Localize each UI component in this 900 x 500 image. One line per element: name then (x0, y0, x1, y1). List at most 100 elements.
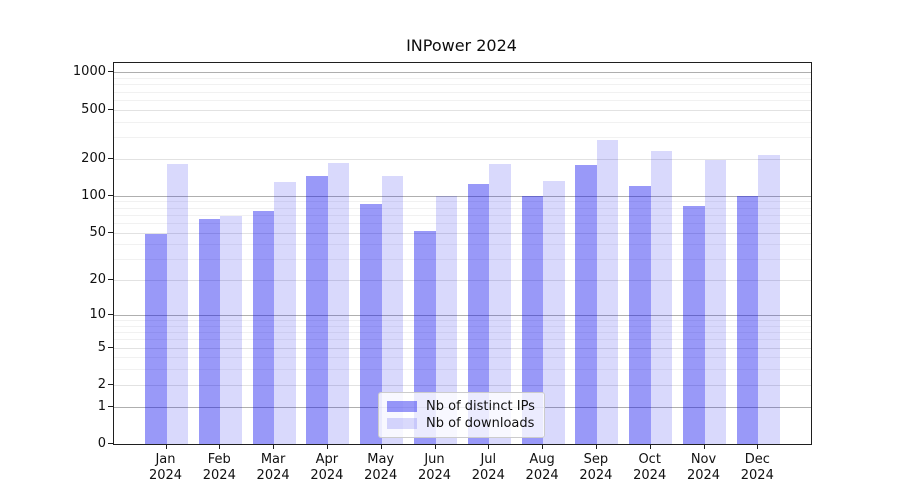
gridline-minor-80 (114, 207, 811, 209)
legend-label-distinct-ips: Nb of distinct IPs (426, 399, 535, 414)
x-tick-label-aug: Aug 2024 (525, 452, 559, 483)
gridline-10 (114, 315, 811, 316)
bar-distinct-ips-jun (414, 231, 436, 444)
x-tick-label-jul: Jul 2024 (471, 452, 505, 483)
x-tick-label-dec: Dec 2024 (740, 452, 774, 483)
x-tick-label-feb: Feb 2024 (202, 452, 236, 483)
y-tick-label-5: 5 (97, 339, 106, 355)
gridline-100 (114, 195, 811, 197)
bar-distinct-ips-nov (683, 206, 705, 444)
gridline-minor-600 (114, 99, 811, 101)
x-tick-label-nov: Nov 2024 (686, 452, 721, 483)
legend-swatch-distinct-ips (387, 401, 417, 412)
gridline-minor-400 (114, 121, 811, 123)
x-tick-mark-jun (434, 444, 436, 449)
gridline-200 (114, 158, 811, 160)
legend-item-downloads: Nb of downloads (387, 415, 535, 432)
bar-distinct-ips-may (360, 203, 382, 444)
gridline-minor-7 (114, 332, 811, 334)
legend-item-distinct-ips: Nb of distinct IPs (387, 398, 535, 415)
y-tick-mark-20 (108, 279, 113, 281)
gridline-minor-90 (114, 201, 811, 203)
y-tick-mark-200 (108, 157, 113, 159)
bar-downloads-nov (704, 159, 726, 444)
bar-distinct-ips-apr (306, 175, 328, 444)
x-tick-mark-may (380, 444, 382, 449)
gridline-500 (114, 109, 811, 111)
gridline-5 (114, 347, 811, 349)
x-tick-label-mar: Mar 2024 (256, 452, 290, 483)
x-tick-mark-mar (273, 444, 275, 449)
gridline-minor-900 (114, 78, 811, 79)
y-tick-mark-0 (108, 443, 113, 444)
x-tick-label-oct: Oct 2024 (633, 452, 667, 483)
x-tick-label-sep: Sep 2024 (579, 452, 613, 483)
bar-downloads-feb (220, 216, 242, 444)
gridline-minor-4 (114, 357, 811, 359)
x-tick-mark-nov (703, 444, 705, 449)
x-tick-label-may: May 2024 (364, 452, 398, 483)
y-tick-mark-100 (108, 194, 113, 196)
gridline-minor-700 (114, 91, 811, 93)
y-tick-label-10: 10 (89, 307, 106, 322)
x-tick-mark-oct (649, 444, 651, 449)
bar-distinct-ips-dec (736, 196, 759, 444)
gridline-minor-8 (114, 325, 811, 327)
gridline-minor-30 (114, 259, 811, 261)
y-tick-mark-500 (108, 108, 113, 110)
y-tick-label-100: 100 (81, 187, 106, 203)
bar-downloads-apr (327, 162, 350, 444)
gridline-minor-300 (114, 137, 811, 138)
gridline-50 (114, 232, 811, 234)
gridline-minor-70 (114, 214, 811, 216)
y-tick-label-2: 2 (97, 376, 106, 392)
bar-downloads-aug (543, 181, 565, 444)
y-tick-label-20: 20 (89, 272, 106, 288)
gridline-minor-3 (114, 369, 811, 371)
gridline-minor-40 (114, 244, 811, 246)
legend: Nb of distinct IPs Nb of downloads (378, 392, 545, 438)
y-tick-label-200: 200 (81, 150, 106, 166)
bar-distinct-ips-jan (145, 233, 167, 444)
x-tick-label-jan: Jan 2024 (148, 452, 183, 483)
bar-downloads-may (381, 176, 404, 444)
x-tick-mark-dec (757, 444, 759, 449)
bar-distinct-ips-jul (467, 183, 490, 444)
bar-downloads-jul (489, 164, 511, 444)
bar-distinct-ips-aug (521, 196, 544, 444)
plot-area (113, 62, 812, 445)
legend-label-downloads: Nb of downloads (426, 416, 535, 431)
x-tick-mark-sep (595, 444, 597, 449)
x-tick-label-jun: Jun 2024 (417, 452, 452, 483)
bar-downloads-jun (435, 195, 457, 444)
y-tick-label-0: 0 (97, 436, 106, 451)
bar-downloads-dec (758, 154, 780, 444)
y-tick-label-1: 1 (97, 398, 106, 414)
y-tick-label-50: 50 (89, 224, 106, 240)
y-tick-mark-2 (108, 383, 113, 385)
y-tick-mark-50 (108, 231, 113, 233)
y-tick-label-500: 500 (81, 101, 106, 117)
bar-downloads-jan (166, 163, 188, 444)
gridline-minor-9 (114, 320, 811, 322)
bar-distinct-ips-oct (629, 185, 651, 444)
gridline-20 (114, 280, 811, 282)
bar-downloads-sep (596, 140, 619, 444)
gridline-2 (114, 384, 811, 386)
x-tick-mark-feb (219, 444, 221, 449)
bar-downloads-oct (650, 150, 673, 444)
x-tick-label-apr: Apr 2024 (310, 452, 344, 483)
bar-distinct-ips-mar (252, 211, 275, 444)
gridline-1000 (114, 72, 811, 74)
y-tick-mark-1 (108, 405, 113, 407)
bar-downloads-mar (274, 181, 296, 444)
gridline-minor-800 (114, 84, 811, 86)
legend-swatch-downloads (387, 418, 417, 429)
gridline-minor-60 (114, 222, 811, 224)
y-tick-label-1000: 1000 (72, 64, 106, 80)
x-tick-mark-jan (165, 444, 167, 449)
chart-title: INPower 2024 (406, 36, 517, 55)
gridline-minor-6 (114, 339, 811, 341)
y-tick-mark-1000 (108, 71, 113, 73)
